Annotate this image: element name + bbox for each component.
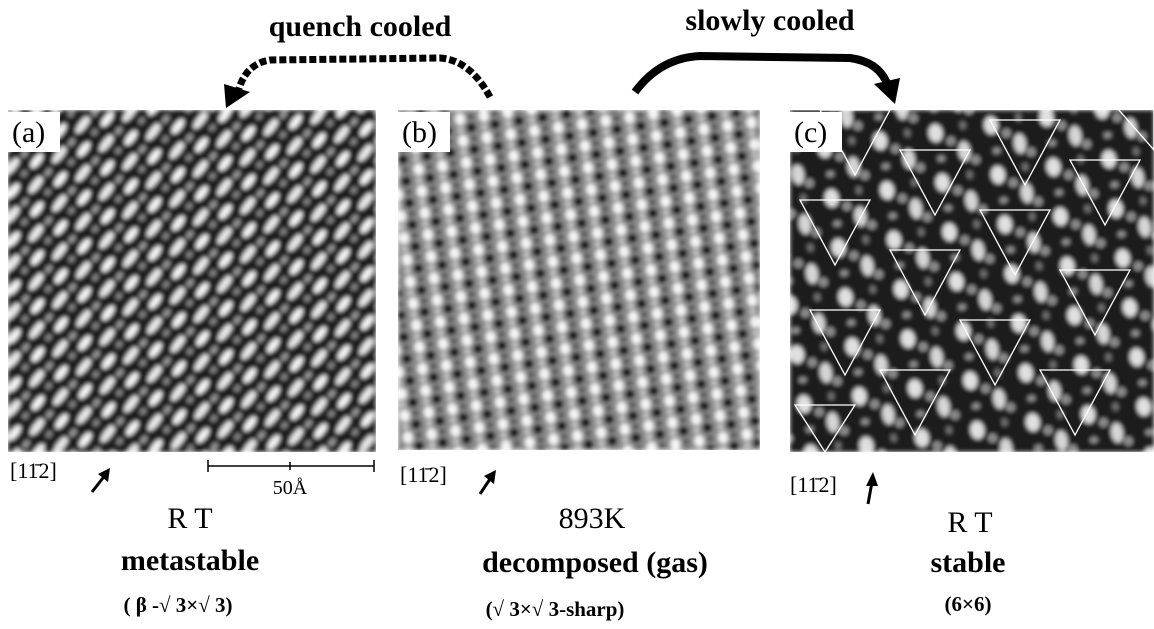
arrow-label: quench cooled (269, 10, 452, 43)
stm-image (8, 110, 376, 452)
stm-image (790, 110, 1154, 452)
scale-bar (207, 460, 375, 472)
label-box (8, 112, 60, 152)
panel-label: (b) (402, 116, 437, 149)
caption-note: ( β -√ 3×√ 3) (123, 593, 232, 617)
arrow-label: slowly cooled (685, 4, 854, 37)
stm-image (398, 110, 760, 450)
panel-label: (a) (12, 116, 45, 149)
panel-label: (c) (794, 116, 827, 149)
caption-subtitle: metastable (121, 544, 259, 577)
label-box (790, 112, 842, 152)
caption-note: (6×6) (945, 592, 992, 616)
solid-arrow (631, 51, 892, 95)
caption-title: R T (167, 502, 212, 535)
direction-arrows (90, 468, 878, 505)
direction: [11̄2] (400, 462, 447, 487)
arrowhead (224, 84, 250, 108)
dashed-arrow (234, 54, 494, 99)
direction: [11̄2] (10, 458, 57, 483)
direction: [11̄2] (790, 472, 837, 497)
scale-label: 50Å (273, 477, 308, 499)
label-box (398, 112, 450, 152)
caption-subtitle: decomposed (gas) (482, 546, 708, 579)
caption-subtitle: stable (931, 546, 1006, 579)
caption-title: 893K (559, 502, 626, 535)
caption-title: R T (947, 506, 992, 539)
arrowhead (874, 78, 900, 104)
caption-note: (√ 3×√ 3-sharp) (486, 597, 625, 621)
